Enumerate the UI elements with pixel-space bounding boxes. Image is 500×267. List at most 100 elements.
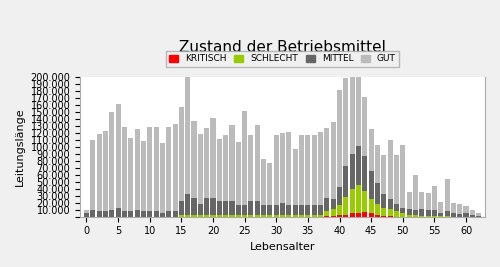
Bar	[280, 203, 285, 215]
Bar	[292, 149, 298, 205]
Bar	[223, 215, 228, 217]
Bar	[110, 210, 114, 217]
Bar	[356, 213, 361, 217]
Bar	[103, 211, 108, 217]
Bar	[419, 216, 424, 217]
Bar	[254, 201, 260, 215]
Bar	[147, 127, 152, 211]
Bar	[230, 125, 234, 201]
Bar	[248, 201, 254, 215]
Bar	[394, 155, 399, 204]
Bar	[406, 192, 412, 209]
Bar	[394, 204, 399, 211]
Bar	[185, 215, 190, 217]
Bar	[356, 146, 361, 184]
Bar	[96, 211, 102, 217]
Bar	[242, 205, 247, 215]
Bar	[344, 197, 348, 215]
Bar	[368, 171, 374, 199]
Bar	[122, 127, 127, 211]
Bar	[344, 215, 348, 217]
Bar	[350, 213, 354, 217]
Bar	[96, 134, 102, 211]
Bar	[375, 183, 380, 204]
Bar	[368, 213, 374, 217]
Bar	[362, 212, 368, 217]
Bar	[198, 204, 203, 215]
Bar	[185, 76, 190, 194]
Bar	[172, 124, 178, 211]
Bar	[432, 186, 437, 210]
Bar	[312, 215, 316, 217]
Bar	[438, 213, 444, 216]
Bar	[438, 216, 444, 217]
Bar	[198, 215, 203, 217]
Bar	[166, 211, 171, 217]
Bar	[476, 213, 481, 216]
Bar	[451, 203, 456, 213]
Bar	[160, 143, 165, 213]
Bar	[172, 211, 178, 217]
Bar	[192, 215, 196, 217]
Bar	[286, 205, 292, 215]
Bar	[337, 90, 342, 187]
Legend: KRITISCH, SCHLECHT, MITTEL, GUT: KRITISCH, SCHLECHT, MITTEL, GUT	[166, 51, 400, 67]
Bar	[426, 210, 430, 216]
Bar	[261, 215, 266, 217]
Bar	[344, 78, 348, 166]
Bar	[413, 210, 418, 215]
Bar	[280, 133, 285, 203]
Bar	[382, 208, 386, 216]
Bar	[217, 215, 222, 217]
Bar	[116, 104, 120, 208]
Bar	[223, 135, 228, 201]
Bar	[318, 205, 323, 215]
Bar	[299, 135, 304, 205]
Bar	[382, 194, 386, 208]
Bar	[128, 138, 134, 211]
Bar	[261, 205, 266, 215]
Bar	[268, 163, 272, 205]
Bar	[444, 211, 450, 216]
Bar	[223, 201, 228, 215]
Bar	[192, 121, 196, 198]
Bar	[426, 193, 430, 210]
Bar	[413, 215, 418, 217]
Bar	[210, 198, 216, 215]
Bar	[470, 215, 475, 217]
Bar	[274, 215, 279, 217]
Bar	[236, 215, 241, 217]
Bar	[375, 145, 380, 183]
Bar	[362, 97, 368, 156]
Bar	[179, 215, 184, 217]
Bar	[110, 112, 114, 210]
Bar	[464, 206, 468, 213]
Bar	[242, 111, 247, 205]
Bar	[444, 179, 450, 211]
Bar	[330, 199, 336, 209]
Bar	[318, 215, 323, 217]
Bar	[394, 211, 399, 217]
Bar	[261, 159, 266, 205]
Y-axis label: Leitungslänge: Leitungslänge	[15, 108, 25, 186]
Bar	[464, 213, 468, 217]
Bar	[356, 184, 361, 213]
Bar	[286, 132, 292, 205]
Bar	[179, 107, 184, 201]
Bar	[128, 211, 134, 217]
Bar	[84, 210, 89, 213]
Bar	[84, 213, 89, 217]
Bar	[210, 215, 216, 217]
Bar	[179, 201, 184, 215]
Bar	[306, 215, 310, 217]
Bar	[388, 140, 392, 199]
Bar	[103, 131, 108, 211]
X-axis label: Lebensalter: Lebensalter	[250, 242, 316, 252]
Bar	[406, 209, 412, 215]
Bar	[254, 215, 260, 217]
Bar	[432, 210, 437, 216]
Bar	[451, 213, 456, 217]
Bar	[306, 205, 310, 215]
Bar	[457, 204, 462, 214]
Bar	[192, 198, 196, 215]
